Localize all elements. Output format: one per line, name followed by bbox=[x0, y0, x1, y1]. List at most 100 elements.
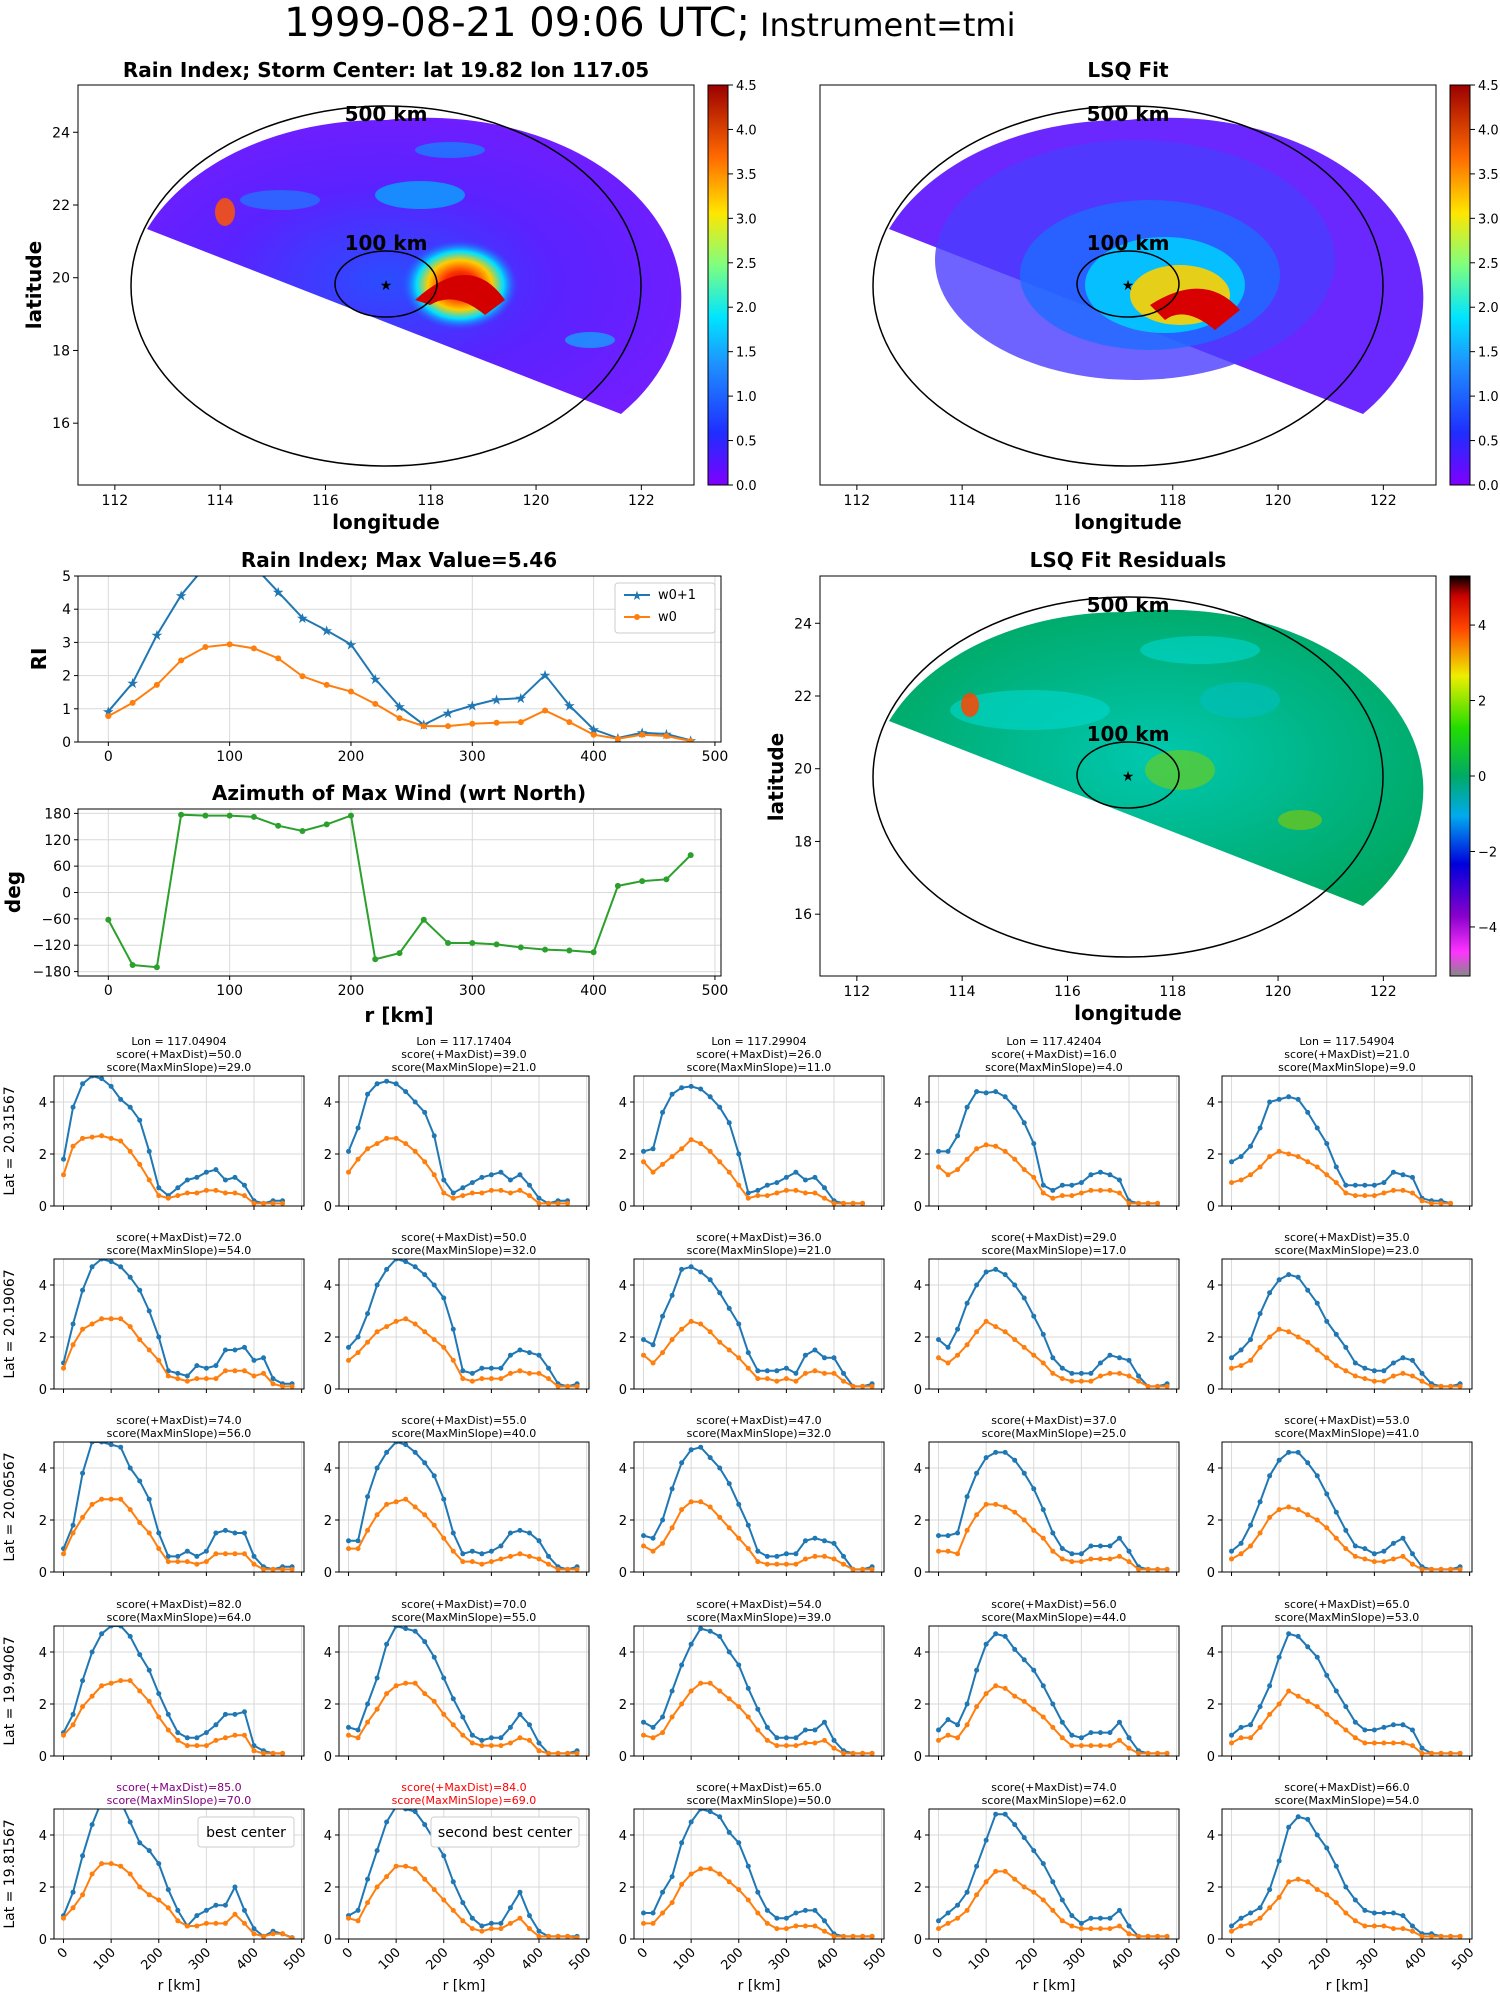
w0-point bbox=[1031, 1889, 1037, 1895]
y-tick-label: 2 bbox=[914, 1881, 922, 1896]
w0-point bbox=[1078, 1926, 1084, 1932]
w0-point bbox=[974, 1146, 980, 1152]
w0p1-point bbox=[955, 1133, 961, 1139]
y-tick-label: 4 bbox=[619, 1096, 627, 1111]
w0-point bbox=[1012, 1156, 1018, 1162]
grid-x-tick-label: 400 bbox=[1109, 1945, 1137, 1973]
y-tick-label: 2 bbox=[1207, 1331, 1215, 1346]
w0p1-point bbox=[936, 1727, 942, 1733]
y-tick-label: 4 bbox=[39, 1279, 47, 1294]
lsq-residual-map-100km-ring bbox=[1076, 741, 1180, 809]
w0p1-point bbox=[80, 1678, 86, 1684]
w0-point bbox=[213, 1920, 219, 1926]
w0-point bbox=[1419, 1566, 1425, 1572]
w0-point bbox=[860, 1200, 866, 1206]
w0-point bbox=[983, 1142, 989, 1148]
w0p1-point bbox=[1040, 1683, 1046, 1689]
w0-point bbox=[1429, 1750, 1435, 1756]
w0p1-point bbox=[137, 1652, 143, 1658]
azimuth-point bbox=[469, 940, 476, 947]
w0p1-point bbox=[384, 1078, 390, 1084]
w0-point bbox=[1295, 1154, 1301, 1160]
w0-point bbox=[1238, 1177, 1244, 1183]
w0-point bbox=[945, 1172, 951, 1178]
w0-point bbox=[726, 1879, 732, 1885]
w0-point bbox=[536, 1370, 542, 1376]
w0-point bbox=[1145, 1750, 1151, 1756]
w0-point bbox=[526, 1193, 532, 1199]
w0-point bbox=[1107, 1556, 1113, 1562]
w0-point bbox=[650, 1735, 656, 1741]
score-maxdist: score(+MaxDist)=50.0 bbox=[116, 1048, 241, 1061]
w0-point bbox=[736, 1355, 742, 1361]
w0p1-point bbox=[251, 1553, 257, 1559]
w0-point bbox=[108, 1135, 114, 1141]
w0p1-point bbox=[1116, 1535, 1122, 1541]
w0-point bbox=[1343, 1546, 1349, 1552]
w0p1-point bbox=[1267, 1290, 1273, 1296]
w0p1-point bbox=[1257, 1311, 1263, 1317]
score-slope: score(MaxMinSlope)=55.0 bbox=[392, 1611, 537, 1624]
w0-point bbox=[222, 1920, 228, 1926]
w0p1-point bbox=[488, 1172, 494, 1178]
w0p1-point bbox=[241, 1907, 247, 1913]
colorbar-tick-label: 4.0 bbox=[1478, 123, 1499, 138]
w0-point bbox=[774, 1378, 780, 1384]
w0p1-point bbox=[974, 1470, 980, 1476]
w0-point bbox=[707, 1329, 713, 1335]
w0p1-point bbox=[1050, 1879, 1056, 1885]
colorbar-tick-label: 1.0 bbox=[1478, 390, 1499, 405]
w0-point bbox=[118, 1316, 124, 1322]
w0-point bbox=[80, 1704, 86, 1710]
colorbar-tick-label: 1.0 bbox=[736, 390, 757, 405]
w0p1-point bbox=[736, 1501, 742, 1507]
w0-point bbox=[1088, 1743, 1094, 1749]
w0-point bbox=[1286, 1504, 1292, 1510]
w0p1-point bbox=[1352, 1182, 1358, 1188]
score-slope: score(MaxMinSlope)=29.0 bbox=[107, 1061, 252, 1074]
w0-point bbox=[841, 1200, 847, 1206]
w0p1-point bbox=[374, 1081, 380, 1087]
grid-x-tick-label: 500 bbox=[861, 1945, 889, 1973]
w0p1-point bbox=[517, 1889, 523, 1895]
score-maxdist: score(+MaxDist)=47.0 bbox=[696, 1414, 821, 1427]
w0p1-point bbox=[365, 1494, 371, 1500]
w0-point bbox=[802, 1556, 808, 1562]
w0-point bbox=[555, 1933, 561, 1939]
w0-point bbox=[745, 1714, 751, 1720]
grid-x-tick-label: 100 bbox=[966, 1945, 994, 1973]
w0p1-point bbox=[536, 1538, 542, 1544]
w0-point bbox=[403, 1316, 409, 1322]
w0p1-point bbox=[384, 1449, 390, 1455]
w0-point bbox=[1438, 1933, 1444, 1939]
w0-point bbox=[1400, 1553, 1406, 1559]
w0-point bbox=[422, 1876, 428, 1882]
w0-point bbox=[1314, 1164, 1320, 1170]
w0p1-line bbox=[643, 1627, 873, 1755]
w0-point bbox=[565, 1200, 571, 1206]
w0-point bbox=[365, 1900, 371, 1906]
w0p1-point bbox=[222, 1177, 228, 1183]
w0p1-point bbox=[1305, 1109, 1311, 1115]
w0p1-point bbox=[460, 1185, 466, 1191]
y-tick-label: 0 bbox=[914, 1383, 922, 1398]
w0p1-point bbox=[393, 1442, 399, 1445]
w0-point bbox=[546, 1933, 552, 1939]
w0p1-point bbox=[974, 1089, 980, 1095]
w0-point bbox=[1257, 1530, 1263, 1536]
w0p1-line bbox=[347, 1259, 578, 1388]
w0p1-point bbox=[498, 1169, 504, 1175]
score-maxdist: score(+MaxDist)=84.0 bbox=[401, 1781, 526, 1794]
w0p1-point bbox=[1126, 1357, 1132, 1363]
grid-x-tick-label: 0 bbox=[340, 1945, 356, 1961]
w0-point bbox=[89, 1693, 95, 1699]
w0-point bbox=[1107, 1370, 1113, 1376]
y-tick-label: 1 bbox=[62, 702, 71, 718]
w0-point bbox=[213, 1551, 219, 1557]
w0p1-point bbox=[175, 1185, 181, 1191]
w0-point bbox=[80, 1326, 86, 1332]
w0p1-point bbox=[1088, 1543, 1094, 1549]
y-tick-label: 2 bbox=[324, 1148, 332, 1163]
w0p1-point bbox=[251, 1926, 257, 1932]
